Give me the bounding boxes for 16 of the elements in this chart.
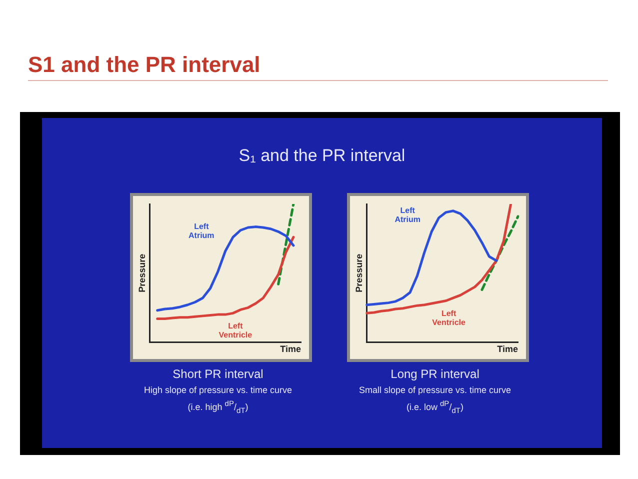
text: (i.e. low $^{dP}$/$_{dT}$) — [406, 398, 464, 417]
series-label: Left Ventricle — [432, 309, 466, 328]
chart-title: S1 and the PR interval — [28, 52, 260, 78]
text: Short PR interval — [172, 367, 264, 381]
y-axis-title: Pressure — [136, 254, 147, 292]
x-axis-title: Time — [280, 344, 301, 354]
text: High slope of pressure vs. time curve — [142, 384, 294, 397]
series-label: Left Ventricle — [218, 322, 253, 340]
text: (i.e. high $^{dP}$/$_{dT}$) — [186, 398, 250, 417]
series-label: Left Atrium — [394, 206, 420, 224]
chart-subtitle: S₁ and the PR interval — [238, 146, 406, 166]
series-label: Left Atrium — [188, 222, 214, 240]
text: Small slope of pressure vs. time curve — [358, 384, 512, 397]
text: Long PR interval — [390, 367, 480, 381]
x-axis-title: Time — [497, 344, 518, 354]
y-axis-title: Pressure — [354, 254, 364, 292]
